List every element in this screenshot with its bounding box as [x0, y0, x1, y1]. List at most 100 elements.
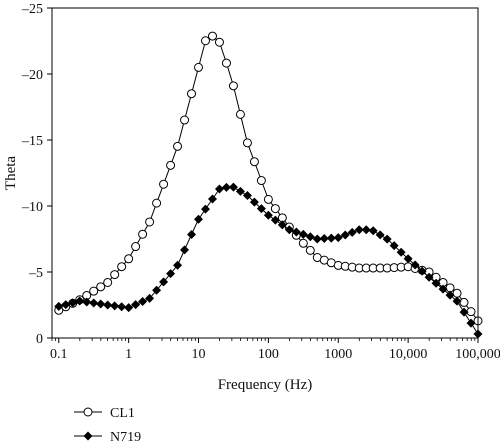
data-point [361, 225, 371, 235]
data-point [354, 225, 364, 235]
y-tick-label: 0 [36, 332, 43, 347]
data-point [221, 58, 231, 68]
data-point [214, 37, 224, 47]
data-point [152, 198, 162, 208]
data-point [459, 297, 469, 307]
data-point [124, 254, 134, 264]
data-point [228, 81, 238, 91]
data-point [110, 270, 120, 280]
plot-area [54, 31, 483, 339]
series-N719 [54, 182, 483, 339]
legend-marker [83, 431, 93, 441]
x-axis-label: Frequency (Hz) [218, 377, 313, 393]
legend-label: N719 [110, 430, 141, 445]
y-tick-label: –10 [21, 200, 43, 215]
data-point [166, 160, 176, 170]
data-point [207, 194, 217, 204]
data-point [96, 299, 106, 309]
data-point [194, 214, 204, 224]
data-point [131, 242, 141, 252]
data-point [333, 233, 343, 243]
data-point [159, 179, 169, 189]
data-point [207, 31, 217, 41]
y-tick-label: –15 [21, 134, 43, 149]
data-point [305, 245, 315, 255]
data-point [452, 296, 462, 306]
data-point [194, 62, 204, 72]
data-point [249, 157, 259, 167]
legend: CL1 N719 [74, 406, 141, 445]
data-point [452, 288, 462, 298]
data-point [249, 197, 259, 207]
data-point [235, 109, 245, 119]
data-point [298, 229, 308, 239]
data-point [277, 220, 287, 230]
data-point [68, 298, 78, 308]
data-point [131, 300, 141, 310]
data-point [89, 298, 99, 308]
data-point [347, 227, 357, 237]
data-point [417, 266, 427, 276]
data-point [396, 247, 406, 257]
y-tick-label: –20 [21, 68, 43, 83]
data-point [145, 293, 155, 303]
data-point [124, 303, 134, 313]
data-point [459, 307, 469, 317]
data-point [305, 232, 315, 242]
x-tick-label: 1000 [324, 347, 352, 362]
x-tick-label: 10,000 [389, 347, 428, 362]
data-point [445, 290, 455, 300]
data-point [319, 234, 329, 244]
data-point [228, 182, 238, 192]
data-point [263, 194, 273, 204]
data-point [242, 138, 252, 148]
data-point [410, 260, 420, 270]
data-point [256, 176, 266, 186]
x-tick-label: 100 [258, 347, 279, 362]
data-point [368, 226, 378, 236]
data-point [89, 286, 99, 296]
data-point [291, 227, 301, 237]
y-tick-label: –25 [21, 2, 43, 17]
plot-frame [51, 7, 479, 339]
data-point [103, 300, 113, 310]
data-point [326, 233, 336, 243]
data-point [103, 277, 113, 287]
data-point [270, 215, 280, 225]
data-point [242, 191, 252, 201]
data-point [284, 225, 294, 235]
data-point [201, 204, 211, 214]
data-point [298, 238, 308, 248]
data-point [382, 234, 392, 244]
data-point [256, 204, 266, 214]
data-point [180, 115, 190, 125]
data-point [466, 318, 476, 328]
data-point [145, 217, 155, 227]
legend-item: N719 [74, 430, 141, 445]
data-point [312, 234, 322, 244]
x-tick-label: 1 [125, 347, 132, 362]
data-point [389, 241, 399, 251]
x-tick-label: 100,000 [455, 347, 500, 362]
data-point [117, 302, 127, 312]
data-point [138, 229, 148, 239]
data-point [173, 260, 183, 270]
data-point [187, 230, 197, 240]
data-point [54, 301, 64, 311]
data-point [117, 262, 127, 272]
data-point [466, 307, 476, 317]
y-axis-label: Theta [3, 156, 19, 190]
data-point [180, 245, 190, 255]
data-point [201, 36, 211, 46]
x-tick-label: 10 [192, 347, 206, 362]
data-point [403, 254, 413, 264]
data-point [270, 204, 280, 214]
legend-label: CL1 [110, 406, 135, 421]
series-CL1 [54, 31, 483, 326]
data-point [221, 182, 231, 192]
legend-item: CL1 [74, 406, 135, 421]
data-point [61, 300, 71, 310]
data-point [438, 284, 448, 294]
x-tick-label: 0.1 [50, 347, 68, 362]
data-point [235, 186, 245, 196]
